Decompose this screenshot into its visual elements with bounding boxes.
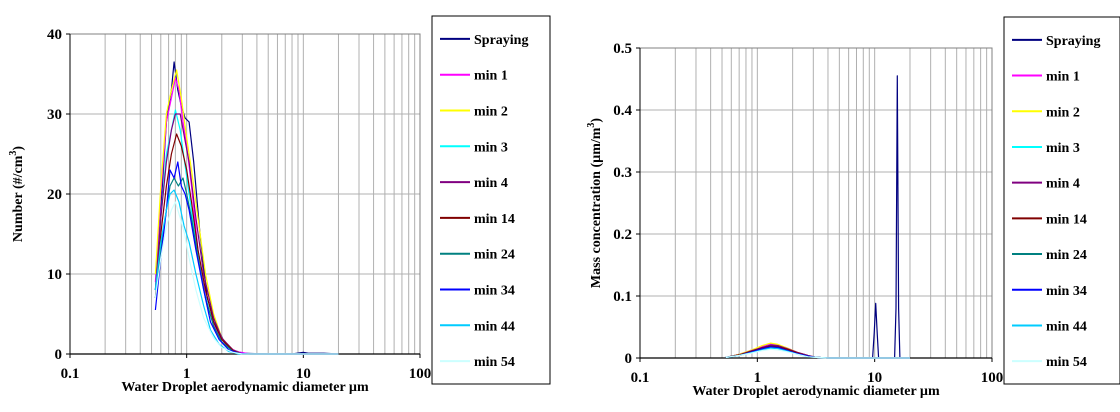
series-lines <box>725 75 910 359</box>
y-tick-label: 0.2 <box>613 227 632 243</box>
y-axis-label-sup: 3 <box>8 151 19 156</box>
series-line-min-24 <box>154 177 339 355</box>
legend-label: min 1 <box>1046 70 1080 85</box>
legend-label: min 14 <box>1046 212 1087 227</box>
chart-1: 0 10 20 30 40 0.1 1 10 100 Water Droplet aerodyna… <box>8 15 551 395</box>
legend-label: min 24 <box>474 248 515 263</box>
series-line-spraying <box>154 61 339 355</box>
series-line-min-54 <box>154 201 339 355</box>
y-axis-label-sup: 3 <box>586 123 597 128</box>
x-tick-label: 0.1 <box>631 370 650 386</box>
y-tick-label: 0.1 <box>613 289 632 305</box>
y-axis-label-end: ) <box>11 146 26 151</box>
legend-label: min 3 <box>474 140 508 155</box>
legend-box <box>431 15 551 385</box>
y-tick-label: 10 <box>47 267 62 283</box>
legend-label: min 34 <box>474 284 515 299</box>
series-line-min-14 <box>154 133 339 355</box>
series-line-min-2 <box>154 69 339 355</box>
legend-label: Spraying <box>1046 34 1100 49</box>
series-line-min-54 <box>725 348 910 359</box>
y-axis-label-end: ) <box>589 118 604 123</box>
series-line-min-3 <box>154 109 339 355</box>
legend-label: min 2 <box>474 105 508 120</box>
series-line-min-34 <box>154 161 339 355</box>
legend: Spraying min 1 min 2 min 3 min 4 min 14 min 24… <box>431 15 551 385</box>
legend-label: min 54 <box>1046 355 1087 370</box>
series-line-spraying <box>725 75 910 359</box>
legend-label: min 4 <box>474 176 508 191</box>
y-tick-label: 0 <box>625 351 633 367</box>
series-line-min-44 <box>154 189 339 355</box>
chart-2: 0 0.1 0.2 0.3 0.4 0.5 0.1 1 10 100 Water Droplet a… <box>586 16 1120 399</box>
legend-label: min 4 <box>1046 177 1080 192</box>
legend-label: min 44 <box>1046 319 1087 334</box>
legend-label: min 44 <box>474 319 515 334</box>
y-axis-label: Mass concentration (µm/m3) <box>586 118 604 288</box>
plot-border <box>639 47 993 359</box>
x-tick-label: 100 <box>981 370 1004 386</box>
y-axis-label: Number (#/cm3) <box>8 146 26 242</box>
y-tick-label: 20 <box>47 187 62 203</box>
legend-label: min 34 <box>1046 284 1087 299</box>
legend-label: min 54 <box>474 355 515 370</box>
y-tick-label: 0.4 <box>613 103 632 119</box>
y-tick-label: 0 <box>55 347 63 363</box>
legend: Spraying min 1 min 2 min 3 min 4 min 14 min 24… <box>1003 16 1120 385</box>
x-tick-label: 100 <box>409 366 432 382</box>
legend-label: Spraying <box>474 33 528 48</box>
legend-label: min 1 <box>474 69 508 84</box>
y-tick-label: 0.3 <box>613 165 632 181</box>
x-tick-label: 0.1 <box>61 366 80 382</box>
y-tick-label: 30 <box>47 107 62 123</box>
legend-label: min 2 <box>1046 105 1080 120</box>
x-axis-label: Water Droplet aerodynamic diameter µm <box>121 380 369 395</box>
x-tick-label: 1 <box>183 366 191 382</box>
y-axis-label-text: Mass concentration (µm/m <box>589 127 604 288</box>
legend-label: min 14 <box>474 212 515 227</box>
series-lines <box>154 61 339 355</box>
legend-box <box>1003 16 1120 385</box>
x-axis-label: Water Droplet aerodynamic diameter µm <box>692 384 940 399</box>
x-tick-label: 10 <box>867 370 882 386</box>
y-tick-label: 0.5 <box>613 41 632 57</box>
x-tick-label: 1 <box>754 370 762 386</box>
legend-label: min 24 <box>1046 248 1087 263</box>
y-tick-label: 40 <box>47 27 62 43</box>
series-line-min-1 <box>154 77 339 355</box>
x-tick-label: 10 <box>296 366 311 382</box>
y-axis-label-text: Number (#/cm <box>11 155 26 242</box>
legend-label: min 3 <box>1046 141 1080 156</box>
series-line-min-4 <box>154 113 339 355</box>
